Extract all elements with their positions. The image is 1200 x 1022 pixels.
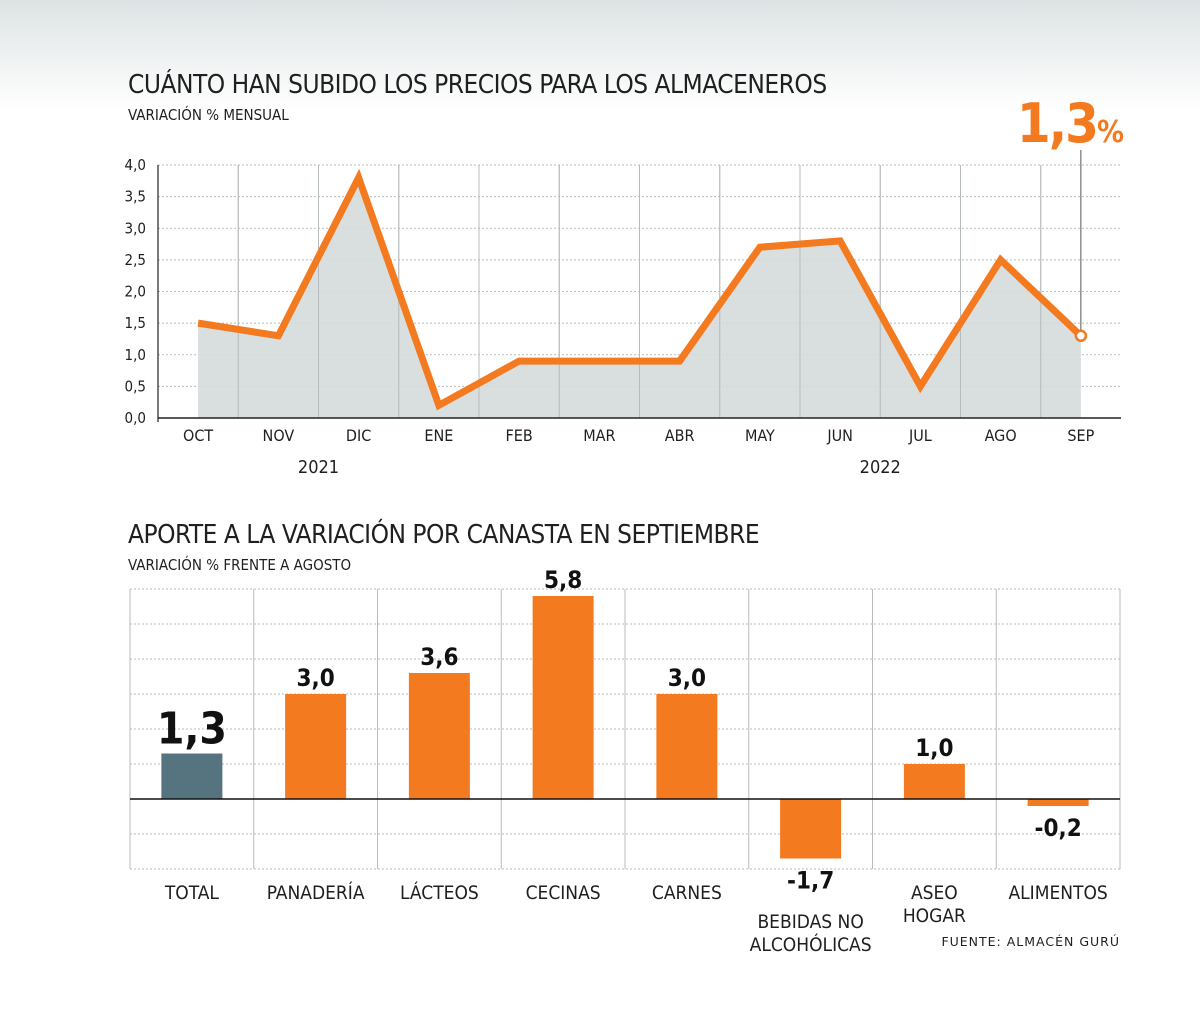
x-tick-label: NOV: [263, 426, 295, 445]
bar-carnes: [656, 694, 718, 799]
data-label: 3,6: [420, 643, 458, 671]
highlight-number: 1,3: [1016, 92, 1099, 155]
category-label: HOGAR: [903, 905, 966, 927]
last-point-marker: [1074, 329, 1088, 343]
series-line: [197, 168, 1084, 411]
bar-lácteos: [408, 673, 470, 799]
category-label: BEBIDAS NO: [757, 911, 863, 933]
highlight-value: 1,3%: [1017, 92, 1124, 155]
data-label: 5,8: [544, 566, 582, 594]
x-tick-label: FEB: [506, 426, 533, 445]
bar-cecinas: [532, 596, 594, 799]
x-tick-label: JUN: [826, 426, 853, 445]
data-label: -1,7: [787, 867, 834, 895]
bar-bebidas-no-alcohólicas: [780, 799, 842, 859]
bar-alimentos: [1027, 799, 1089, 806]
y-tick-label: 2,0: [125, 283, 146, 301]
data-label: 3,0: [297, 664, 335, 692]
category-label: ALIMENTOS: [1008, 882, 1107, 904]
source-note: FUENTE: ALMACÉN GURÚ: [941, 934, 1120, 949]
data-label: -0,2: [1035, 814, 1082, 842]
data-label: 1,0: [915, 734, 953, 762]
y-tick-label: 2,5: [125, 251, 146, 269]
x-tick-label: SEP: [1067, 426, 1094, 445]
line-chart-subtitle: VARIACIÓN % MENSUAL: [128, 106, 289, 124]
category-label: ASEO: [911, 882, 958, 904]
category-label: LÁCTEOS: [400, 881, 479, 904]
category-label: ALCOHÓLICAS: [750, 932, 872, 956]
x-tick-label: DIC: [346, 426, 371, 445]
bar-chart-title: APORTE A LA VARIACIÓN POR CANASTA EN SEP…: [128, 520, 760, 550]
data-label: 3,0: [668, 664, 706, 692]
x-tick-label: ENE: [424, 426, 453, 445]
x-tick-label: OCT: [183, 426, 213, 445]
data-label: 1,3: [157, 704, 227, 755]
bar-total: [161, 753, 223, 799]
line-chart: 0,0 0,5 1,0 1,5 2,0 2,5 3,0 3,5 4,0 OCT NOV DIC ENE F…: [125, 150, 1121, 478]
x-tick-label: JUL: [908, 426, 932, 445]
bar-aseo-hogar: [903, 764, 965, 799]
category-label: PANADERÍA: [267, 881, 365, 904]
year-label-2021: 2021: [298, 457, 339, 478]
y-tick-label: 1,5: [125, 314, 146, 332]
x-tick-label: MAR: [583, 426, 615, 445]
y-tick-label: 3,5: [125, 188, 146, 206]
bar-chart-subtitle: VARIACIÓN % FRENTE A AGOSTO: [128, 556, 352, 574]
highlight-unit: %: [1096, 115, 1124, 150]
category-label: CARNES: [652, 882, 722, 904]
category-label: TOTAL: [164, 882, 220, 904]
category-label: CECINAS: [526, 882, 601, 904]
y-tick-label: 0,0: [125, 409, 146, 427]
line-chart-title: CUÁNTO HAN SUBIDO LOS PRECIOS PARA LOS A…: [128, 70, 827, 100]
x-tick-label: MAY: [745, 426, 775, 445]
bar-panadería: [285, 694, 347, 799]
y-tick-label: 4,0: [125, 156, 146, 174]
y-tick-label: 1,0: [125, 346, 146, 364]
y-tick-label: 0,5: [125, 377, 146, 395]
x-tick-label: ABR: [665, 426, 695, 445]
year-label-2022: 2022: [860, 457, 901, 478]
y-tick-label: 3,0: [125, 219, 146, 237]
x-tick-label: AGO: [985, 426, 1017, 445]
